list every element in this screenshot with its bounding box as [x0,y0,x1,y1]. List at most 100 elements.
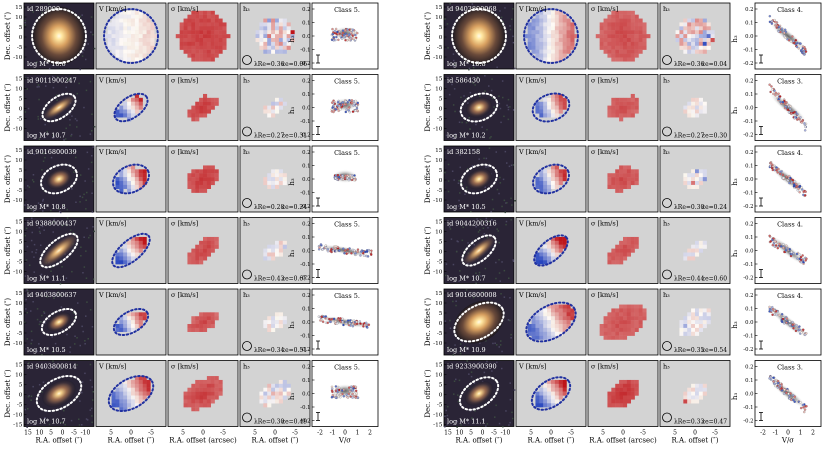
map-pixel [535,252,540,257]
map-pixel [554,93,559,99]
scatter-point [802,53,806,56]
left-row-2-v-label: V [km/s] [98,77,126,85]
map-pixel [554,383,559,388]
map-pixel [630,312,635,317]
noise-speck [502,426,504,428]
scatter-point [802,190,805,193]
scatter-point [804,190,807,193]
map-pixel [191,407,196,412]
map-pixel [203,395,208,400]
dec-tick-label: -10 [433,270,443,276]
map-pixel [134,379,139,385]
map-pixel [214,169,219,174]
map-pixel [611,105,616,110]
map-pixel [619,117,624,122]
map-pixel [543,403,548,408]
map-pixel [123,169,128,174]
map-pixel [554,113,559,118]
noise-speck [504,211,506,214]
map-pixel [554,169,559,174]
map-pixel [543,320,548,325]
scatter-point [330,101,334,104]
noise-speck [93,126,96,128]
map-pixel [286,38,291,43]
noise-speck [91,415,93,417]
map-pixel [206,324,211,329]
noise-speck [510,219,512,221]
map-pixel [630,45,635,50]
map-pixel [603,41,608,46]
ra-tick-label: -5 [292,430,298,437]
map-pixel [191,403,196,408]
right-row-5-re-ellipse [453,301,505,343]
dec-tick-label: 10 [435,87,443,93]
map-pixel [127,53,132,58]
right-row-6-lambda: λRe=0.33 [674,419,704,426]
noise-speck [452,137,454,140]
left-row-3-eps: εe=0.24 [282,204,307,211]
map-pixel [203,109,208,114]
map-pixel [107,45,112,50]
map-pixel [539,49,544,54]
right-row-2-sigma-label: σ [km/s] [591,77,618,85]
map-pixel [611,101,616,106]
ra-tick-label: 0 [693,430,697,437]
right-row-1-re-ellipse [451,8,507,64]
map-pixel [551,53,556,58]
dec-tick-label: -10 [13,127,23,133]
noise-speck [510,197,512,200]
noise-speck [459,154,461,156]
noise-speck [81,51,84,54]
noise-speck [62,205,64,208]
map-pixel [706,308,711,313]
map-pixel [131,387,136,392]
map-pixel [626,331,631,336]
map-pixel [218,45,223,50]
map-pixel [191,177,196,182]
map-pixel [282,387,287,392]
map-pixel [687,181,692,186]
scatter-point [344,110,347,114]
map-pixel [547,395,552,400]
map-pixel [543,45,548,50]
map-pixel [278,34,283,39]
noise-speck [470,211,472,213]
map-pixel [603,324,608,329]
noise-speck [457,394,459,396]
scatter-point [362,254,366,257]
map-pixel [619,312,624,317]
map-pixel [698,41,703,46]
map-pixel [123,45,128,50]
map-pixel [191,184,196,189]
map-pixel [123,327,128,332]
map-pixel [691,173,696,178]
map-pixel [259,391,264,396]
psf-circle [662,341,672,351]
map-pixel [551,379,556,385]
noise-speck [78,424,81,426]
noise-speck [86,419,89,421]
map-pixel [615,30,620,35]
noise-speck [25,259,28,261]
map-pixel [695,173,700,178]
map-pixel [187,45,192,50]
map-pixel [562,45,567,50]
map-pixel [698,383,703,388]
vsig-tick-label: 1 [356,430,360,437]
noise-speck [465,387,467,389]
map-pixel [547,26,552,31]
map-pixel [134,53,139,58]
map-pixel [706,316,711,321]
map-pixel [214,376,219,381]
dec-tick-label: -5 [437,331,443,337]
map-pixel [554,379,559,385]
map-pixel [123,18,128,23]
noise-speck [91,421,93,424]
map-pixel [554,34,559,39]
noise-speck [458,379,461,382]
scatter-point [358,320,362,323]
map-pixel [543,308,548,313]
noise-speck [475,272,477,274]
psf-circle [662,269,672,280]
map-pixel [134,387,139,392]
